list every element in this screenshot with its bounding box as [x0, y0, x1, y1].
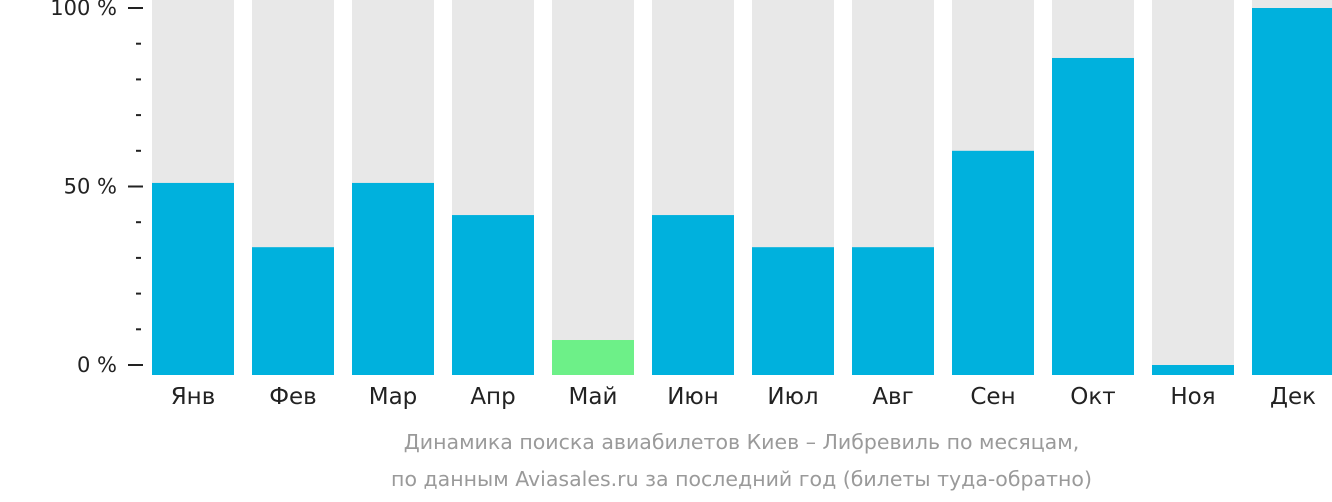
x-tick-label: Июл: [767, 384, 818, 410]
bar: [1152, 365, 1234, 375]
x-tick-label: Окт: [1070, 384, 1115, 410]
chart-caption-line-2: по данным Aviasales.ru за последний год …: [391, 467, 1092, 491]
bar: [1052, 57, 1134, 375]
x-tick-label: Фев: [269, 384, 317, 410]
bar-chart: 0 % 50 % 100 % Янв Фев Мар Апр Май Июн Июл Авг Сен…: [50, 0, 1332, 410]
y-tick-label: 100 %: [50, 0, 117, 20]
y-tick-label: 50 %: [64, 175, 117, 199]
x-tick-label: Май: [569, 384, 618, 410]
bar: [452, 215, 534, 375]
bar: [852, 247, 934, 375]
bar: [952, 150, 1034, 375]
x-tick-label: Июн: [667, 384, 719, 410]
bar: [152, 182, 234, 375]
y-tick-label: 0 %: [77, 353, 117, 377]
bars: [152, 8, 1332, 375]
bar: [552, 340, 634, 375]
x-tick-label: Апр: [470, 384, 515, 410]
bar: [752, 247, 834, 375]
x-axis-labels: Янв Фев Мар Апр Май Июн Июл Авг Сен Окт Ноя Дек: [171, 384, 1316, 410]
bar-track: [1152, 0, 1234, 375]
x-tick-label: Ноя: [1170, 384, 1215, 410]
x-tick-label: Янв: [171, 384, 216, 410]
y-axis: 0 % 50 % 100 %: [50, 0, 143, 377]
x-tick-label: Дек: [1270, 384, 1316, 410]
chart-caption-line-1: Динамика поиска авиабилетов Киев – Либре…: [403, 430, 1080, 454]
bar: [352, 182, 434, 375]
x-tick-label: Мар: [369, 384, 418, 410]
x-tick-label: Авг: [872, 384, 913, 410]
x-tick-label: Сен: [970, 384, 1015, 410]
bar: [1252, 8, 1332, 375]
bar: [252, 247, 334, 375]
bar-track: [552, 0, 634, 375]
bar: [652, 215, 734, 375]
